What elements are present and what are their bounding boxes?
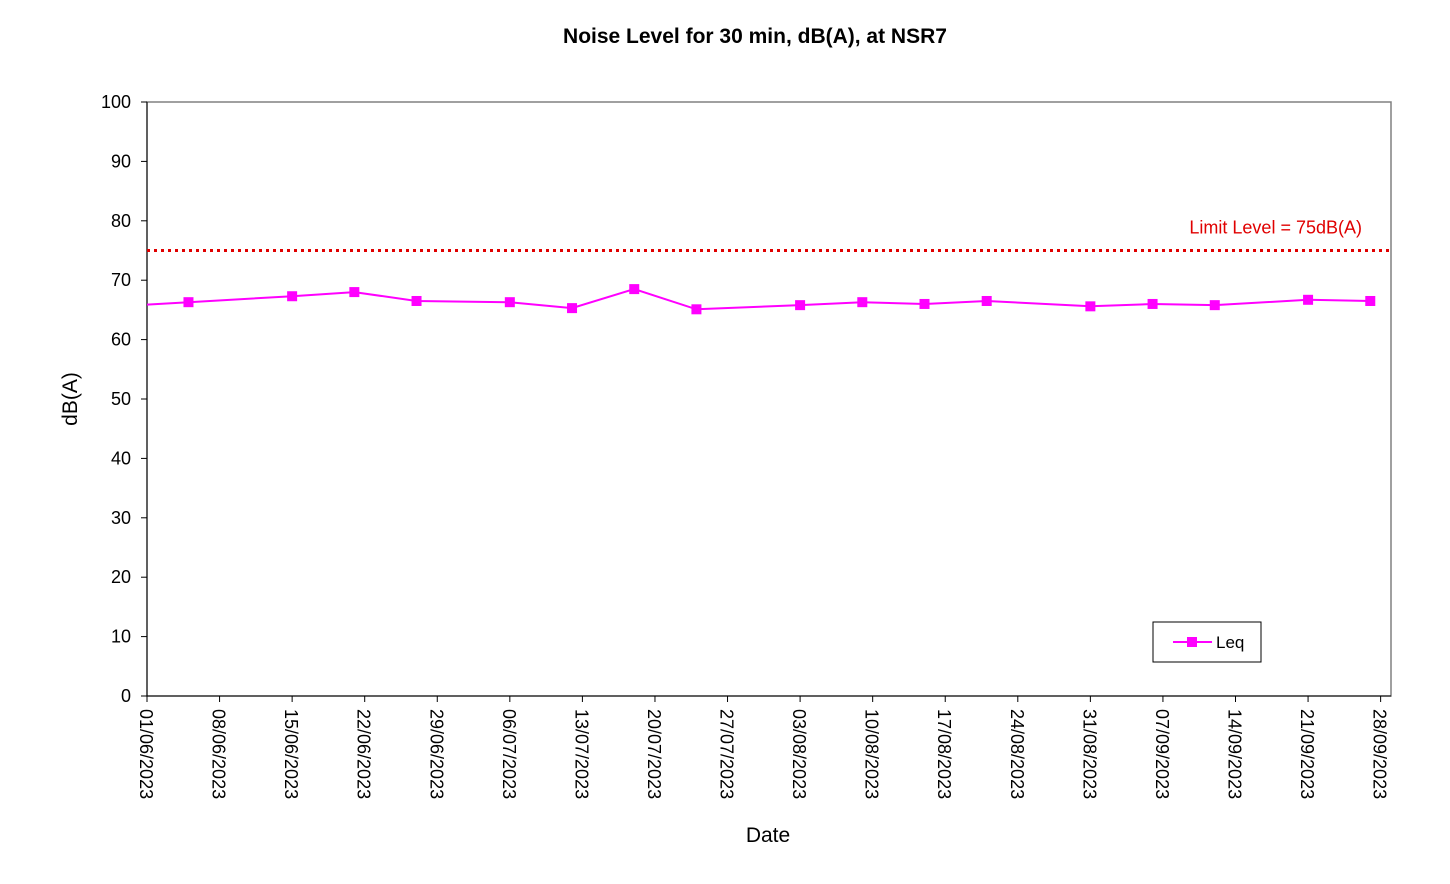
x-tick-label: 14/09/2023	[1225, 709, 1245, 799]
y-tick-label: 0	[121, 686, 131, 706]
x-tick-label: 29/06/2023	[426, 709, 446, 799]
data-point	[349, 287, 360, 298]
data-point	[1303, 294, 1314, 305]
data-point	[919, 298, 930, 309]
data-point	[795, 300, 806, 311]
x-tick-label: 15/06/2023	[281, 709, 301, 799]
y-axis-title: dB(A)	[59, 372, 82, 426]
x-tick-label: 10/08/2023	[862, 709, 882, 799]
y-tick-label: 60	[111, 330, 131, 350]
y-tick-label: 10	[111, 627, 131, 647]
x-tick-label: 28/09/2023	[1370, 709, 1390, 799]
series-markers	[183, 284, 1376, 315]
legend-label-leq: Leq	[1216, 633, 1244, 652]
data-point	[183, 297, 194, 308]
x-tick-label: 03/08/2023	[789, 709, 809, 799]
x-tick-label: 06/07/2023	[499, 709, 519, 799]
x-tick-label: 21/09/2023	[1297, 709, 1317, 799]
y-tick-label: 50	[111, 389, 131, 409]
x-tick-label: 22/06/2023	[354, 709, 374, 799]
plot-frame	[146, 101, 1392, 697]
y-tick-label: 20	[111, 567, 131, 587]
y-tick-label: 40	[111, 448, 131, 468]
y-tick-label: 30	[111, 508, 131, 528]
y-tick-label: 90	[111, 151, 131, 171]
y-tick-label: 80	[111, 211, 131, 231]
data-point	[1209, 300, 1220, 311]
x-tick-label: 31/08/2023	[1079, 709, 1099, 799]
data-point	[691, 304, 702, 315]
chart-title: Noise Level for 30 min, dB(A), at NSR7	[563, 25, 947, 48]
data-point	[1365, 295, 1376, 306]
x-tick-label: 27/07/2023	[717, 709, 737, 799]
legend-marker-leq	[1187, 637, 1197, 647]
data-point	[629, 284, 640, 295]
x-tick-label: 07/09/2023	[1152, 709, 1172, 799]
x-tick-label: 13/07/2023	[571, 709, 591, 799]
limit-label: Limit Level = 75dB(A)	[1189, 218, 1362, 238]
y-tick-label: 70	[111, 270, 131, 290]
y-tick-label: 100	[101, 92, 131, 112]
data-point	[857, 297, 868, 308]
x-tick-label: 24/08/2023	[1007, 709, 1027, 799]
data-point	[504, 297, 515, 308]
data-point	[411, 295, 422, 306]
data-point	[567, 303, 578, 314]
series-line-leq	[146, 288, 1371, 311]
x-axis-title: Date	[746, 824, 790, 847]
legend: Leq	[1152, 621, 1262, 663]
x-tick-label: 20/07/2023	[644, 709, 664, 799]
x-axis: 01/06/2023 08/06/2023 15/06/2023 22/06/2023…	[136, 695, 1391, 799]
data-point	[1085, 301, 1096, 312]
plot-area	[146, 101, 1392, 697]
data-point	[287, 291, 298, 302]
data-point	[1147, 298, 1158, 309]
data-point	[981, 295, 992, 306]
y-axis: 0 10 20 30 40 50 60 70 80 90 100	[101, 92, 148, 706]
x-tick-label: 08/06/2023	[209, 709, 229, 799]
x-tick-label: 17/08/2023	[934, 709, 954, 799]
x-tick-label: 01/06/2023	[136, 709, 156, 799]
